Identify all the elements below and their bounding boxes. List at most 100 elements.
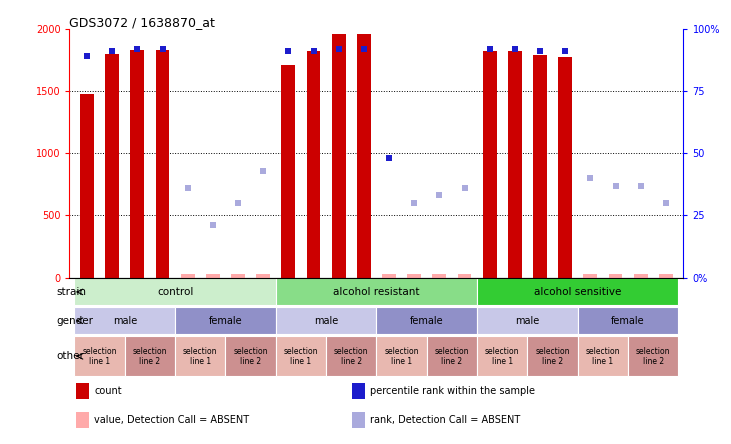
Text: male: male [113, 316, 137, 326]
Point [509, 45, 520, 52]
Text: female: female [208, 316, 242, 326]
Bar [206, 274, 220, 278]
Text: selection
line 2: selection line 2 [535, 347, 570, 366]
Bar [75, 337, 125, 376]
Bar [306, 51, 320, 278]
Bar [533, 55, 547, 278]
Bar [528, 337, 577, 376]
Point [156, 45, 168, 52]
Text: female: female [410, 316, 444, 326]
Bar [175, 307, 276, 334]
Bar [80, 94, 94, 278]
Bar [130, 50, 144, 278]
Bar [332, 34, 346, 278]
Text: selection
line 2: selection line 2 [334, 347, 368, 366]
Bar [577, 337, 628, 376]
Bar [583, 274, 597, 278]
Point [232, 199, 244, 206]
Point [308, 48, 319, 55]
Point [283, 48, 295, 55]
Text: male: male [314, 316, 338, 326]
Bar [558, 57, 572, 278]
Bar [231, 274, 245, 278]
Point [610, 182, 621, 189]
Bar [276, 337, 326, 376]
Bar [458, 274, 471, 278]
Bar [376, 337, 427, 376]
Text: selection
line 1: selection line 1 [385, 347, 419, 366]
Text: alcohol resistant: alcohol resistant [333, 287, 420, 297]
Bar [125, 337, 175, 376]
Bar [281, 65, 295, 278]
Bar [407, 274, 421, 278]
Bar [609, 274, 623, 278]
Bar [75, 412, 89, 428]
Text: selection
line 2: selection line 2 [636, 347, 670, 366]
Point [660, 199, 672, 206]
Bar [508, 51, 522, 278]
Bar [276, 278, 477, 305]
Bar [175, 337, 225, 376]
Text: selection
line 1: selection line 1 [586, 347, 620, 366]
Text: gender: gender [57, 316, 94, 326]
Bar [225, 337, 276, 376]
Text: selection
line 2: selection line 2 [233, 347, 268, 366]
Bar [628, 337, 678, 376]
Bar [181, 274, 194, 278]
Bar [352, 412, 366, 428]
Bar [156, 50, 170, 278]
Bar [75, 307, 175, 334]
Text: GDS3072 / 1638870_at: GDS3072 / 1638870_at [69, 16, 216, 29]
Text: male: male [515, 316, 539, 326]
Text: other: other [57, 351, 85, 361]
Bar [75, 383, 89, 399]
Text: control: control [157, 287, 193, 297]
Point [182, 184, 194, 191]
Bar [376, 307, 477, 334]
Text: count: count [94, 386, 121, 396]
Bar [482, 51, 496, 278]
Bar [427, 337, 477, 376]
Bar [105, 54, 119, 278]
Point [333, 45, 344, 52]
Bar [634, 274, 648, 278]
Point [383, 155, 395, 162]
Text: selection
line 1: selection line 1 [485, 347, 520, 366]
Point [559, 48, 571, 55]
Point [409, 199, 420, 206]
Bar [352, 383, 366, 399]
Text: selection
line 2: selection line 2 [133, 347, 167, 366]
Bar [276, 307, 376, 334]
Text: value, Detection Call = ABSENT: value, Detection Call = ABSENT [94, 415, 249, 425]
Bar [326, 337, 376, 376]
Text: rank, Detection Call = ABSENT: rank, Detection Call = ABSENT [371, 415, 520, 425]
Text: strain: strain [57, 287, 87, 297]
Bar [659, 274, 673, 278]
Point [635, 182, 646, 189]
Text: percentile rank within the sample: percentile rank within the sample [371, 386, 535, 396]
Bar [477, 307, 577, 334]
Bar [75, 278, 276, 305]
Text: selection
line 2: selection line 2 [435, 347, 469, 366]
Bar [477, 278, 678, 305]
Point [132, 45, 143, 52]
Text: selection
line 1: selection line 1 [83, 347, 117, 366]
Bar [577, 307, 678, 334]
Text: female: female [611, 316, 645, 326]
Point [585, 174, 596, 182]
Text: alcohol sensitive: alcohol sensitive [534, 287, 621, 297]
Point [107, 48, 118, 55]
Point [81, 53, 93, 60]
Point [358, 45, 370, 52]
Bar [357, 34, 371, 278]
Point [458, 184, 470, 191]
Text: selection
line 1: selection line 1 [284, 347, 318, 366]
Bar [477, 337, 528, 376]
Text: selection
line 1: selection line 1 [183, 347, 218, 366]
Bar [257, 274, 270, 278]
Bar [382, 274, 396, 278]
Point [257, 167, 269, 174]
Point [534, 48, 546, 55]
Bar [433, 274, 447, 278]
Point [207, 222, 219, 229]
